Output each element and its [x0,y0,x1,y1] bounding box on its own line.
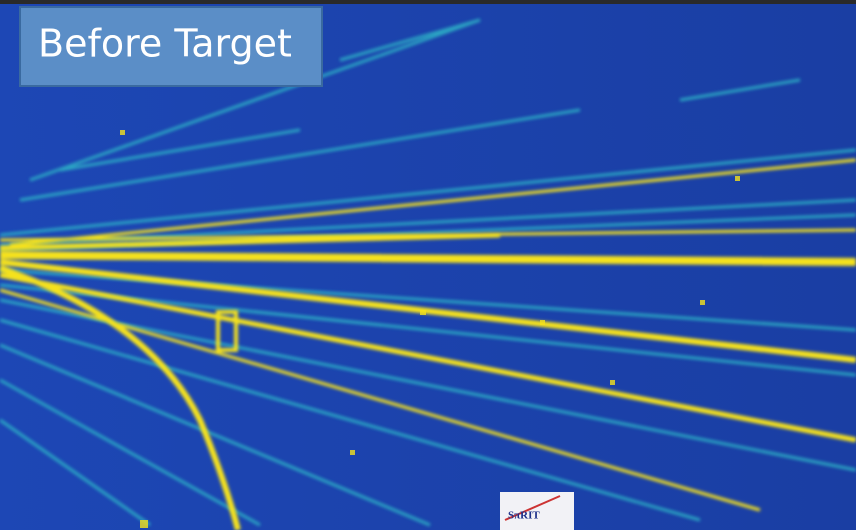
label-text: Before Target [38,22,292,66]
logo-box [500,492,574,530]
noise-dots [120,130,740,528]
top-edge [0,0,856,4]
logo-stroke [504,495,561,521]
logo: SπRIT [500,492,574,530]
tracks-yellow [0,158,856,530]
label: Before Target [19,6,323,87]
logo-text: SπRIT [508,510,540,522]
label-box [19,6,323,87]
